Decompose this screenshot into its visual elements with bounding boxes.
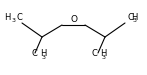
Text: C: C (127, 13, 133, 22)
Text: C: C (31, 49, 37, 58)
Text: H: H (41, 49, 47, 58)
Text: C: C (16, 13, 22, 22)
Text: O: O (70, 16, 77, 25)
Text: 3: 3 (41, 55, 46, 60)
Text: H: H (4, 13, 10, 22)
Text: H: H (101, 49, 107, 58)
Text: 3: 3 (101, 55, 106, 60)
Text: 3: 3 (11, 18, 15, 23)
Text: 3: 3 (133, 18, 137, 23)
Text: C: C (91, 49, 97, 58)
Text: H: H (131, 13, 137, 22)
